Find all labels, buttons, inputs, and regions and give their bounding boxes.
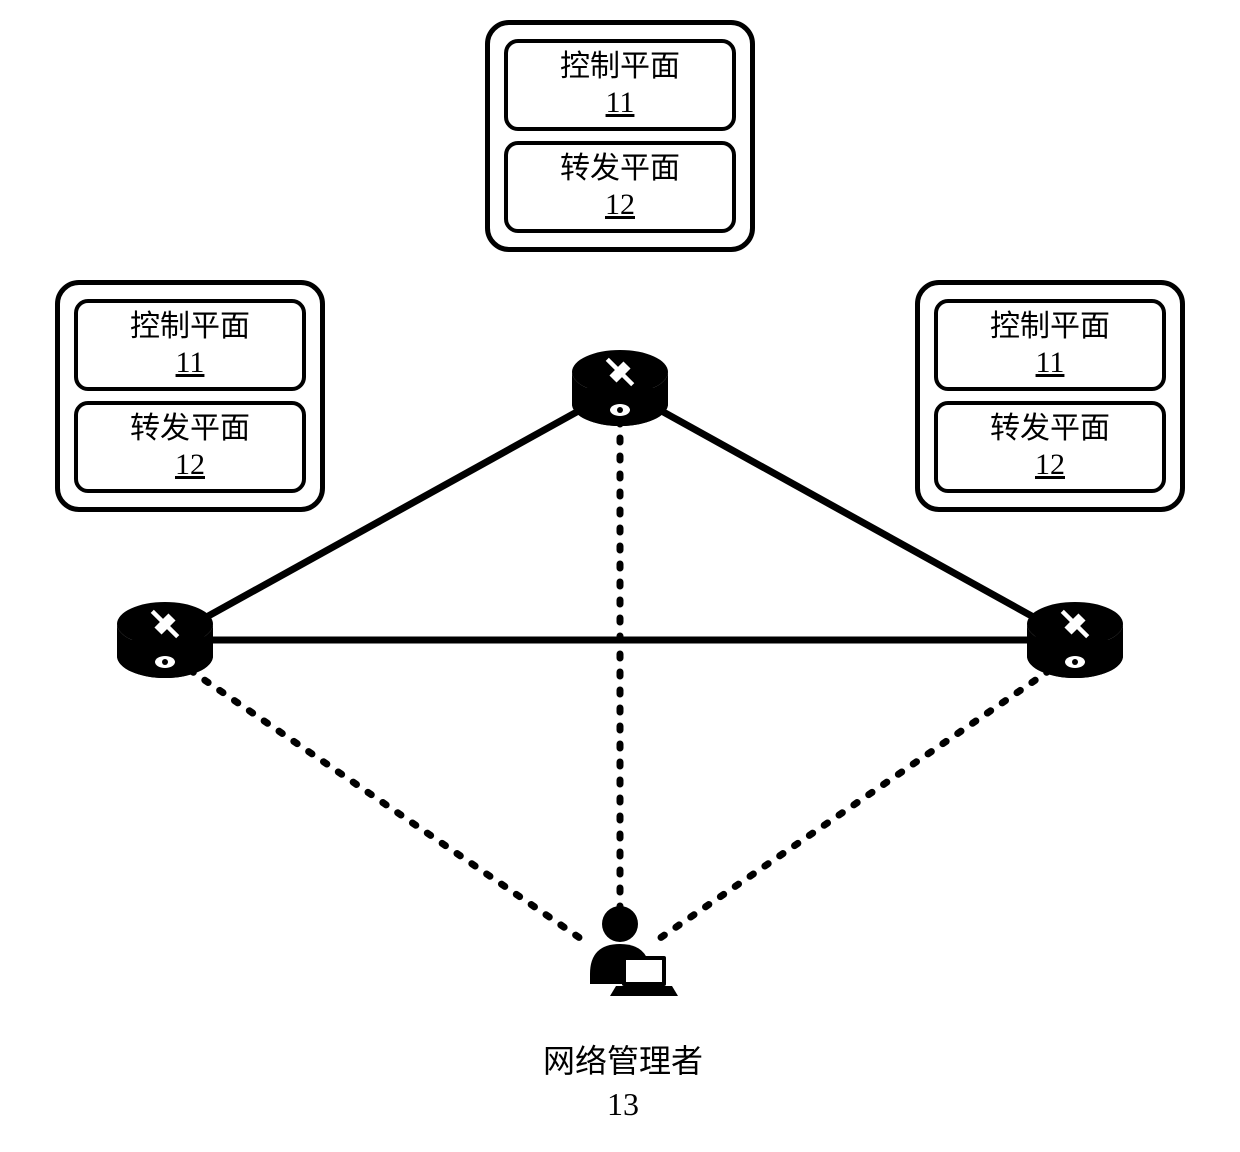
control-plane-box: 控制平面 11 [934, 299, 1166, 391]
forward-plane-num: 12 [518, 187, 722, 223]
admin-icon [590, 906, 678, 996]
control-plane-box: 控制平面 11 [74, 299, 306, 391]
forward-plane-box: 转发平面 12 [934, 401, 1166, 493]
control-plane-label: 控制平面 [948, 309, 1152, 345]
control-plane-label: 控制平面 [518, 49, 722, 85]
control-plane-num: 11 [518, 85, 722, 121]
forward-plane-num: 12 [948, 447, 1152, 483]
admin-label-block: 网络管理者 13 [538, 1040, 708, 1126]
router-icon [1027, 602, 1123, 678]
device-card-top: 控制平面 11 转发平面 12 [485, 20, 755, 252]
admin-label-text: 网络管理者 [538, 1040, 708, 1083]
control-plane-num: 11 [88, 345, 292, 381]
forward-plane-label: 转发平面 [88, 411, 292, 447]
device-card-right: 控制平面 11 转发平面 12 [915, 280, 1185, 512]
forward-plane-box: 转发平面 12 [74, 401, 306, 493]
control-plane-box: 控制平面 11 [504, 39, 736, 131]
control-plane-num: 11 [948, 345, 1152, 381]
router-icon [572, 350, 668, 426]
device-card-left: 控制平面 11 转发平面 12 [55, 280, 325, 512]
forward-plane-label: 转发平面 [948, 411, 1152, 447]
admin-label-num: 13 [538, 1083, 708, 1126]
forward-plane-box: 转发平面 12 [504, 141, 736, 233]
edge-left-admin [190, 670, 590, 945]
forward-plane-num: 12 [88, 447, 292, 483]
control-plane-label: 控制平面 [88, 309, 292, 345]
forward-plane-label: 转发平面 [518, 151, 722, 187]
edge-right-admin [650, 670, 1050, 945]
router-icon [117, 602, 213, 678]
